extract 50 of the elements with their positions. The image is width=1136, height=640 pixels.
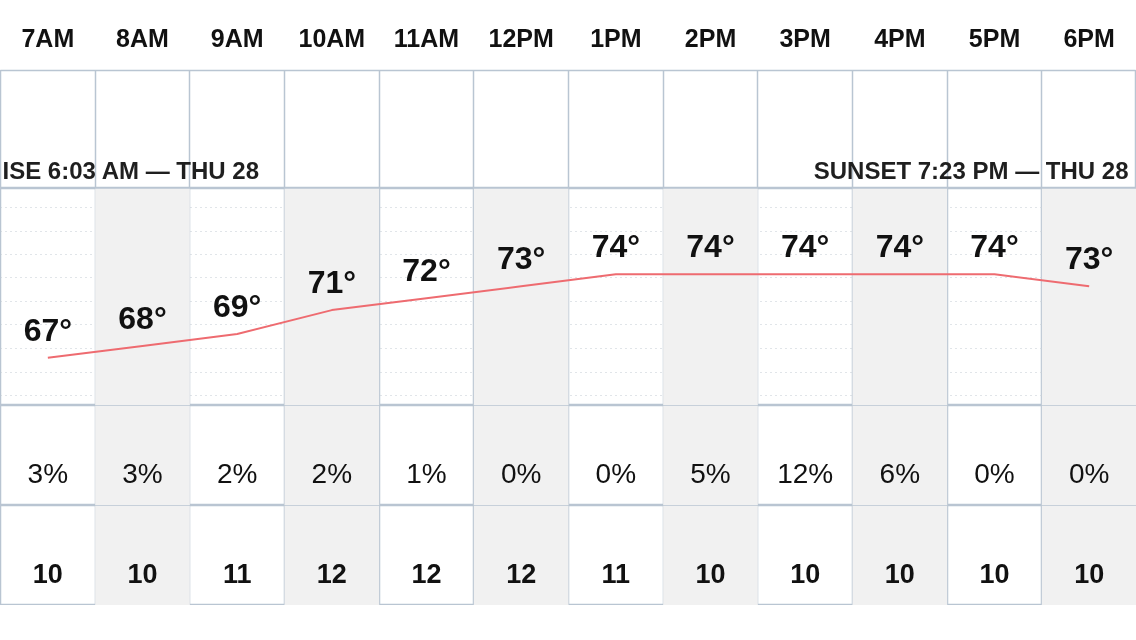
x-tick-label: 11AM <box>393 23 460 52</box>
data-label: 73° <box>496 240 546 277</box>
data-label: 0% <box>500 458 542 489</box>
x-tick-label: 8AM <box>116 23 169 52</box>
data-label: 68° <box>118 299 167 336</box>
x-tick-label: 10AM <box>298 23 366 52</box>
data-label: 12 <box>411 559 442 589</box>
x-tick-label: 6PM <box>1063 23 1115 52</box>
x-tick-label: 7AM <box>21 23 75 52</box>
data-label: 3% <box>27 458 69 489</box>
data-label: 6% <box>879 458 921 489</box>
data-label: 0% <box>595 458 637 489</box>
text: SUNSET 7:23 PM — THU 28 <box>813 157 1129 184</box>
data-label: 12 <box>506 559 537 589</box>
data-label: 74° <box>875 228 925 265</box>
data-label: 12 <box>316 559 347 589</box>
data-label: 69° <box>212 287 262 324</box>
data-label: 12% <box>777 458 834 489</box>
data-label: 71° <box>307 264 357 301</box>
data-label: 10 <box>1074 559 1105 589</box>
data-label: 67° <box>23 311 73 348</box>
data-label: 2% <box>311 458 353 489</box>
x-tick-label: 2PM <box>684 23 737 52</box>
data-label: 10 <box>979 559 1010 589</box>
data-label: 10 <box>790 559 821 589</box>
text: ISE 6:03 AM — THU 28 <box>2 157 260 184</box>
data-label: 3% <box>122 458 163 489</box>
x-tick-label: 5PM <box>968 23 1021 52</box>
data-label: 10 <box>695 559 726 589</box>
data-label: 11 <box>601 559 631 589</box>
data-label: 11 <box>222 559 252 589</box>
data-label: 72° <box>402 252 451 289</box>
data-label: 10 <box>884 559 915 589</box>
x-tick-label: 3PM <box>779 23 831 52</box>
data-label: 10 <box>127 559 158 589</box>
data-label: 0% <box>974 458 1015 489</box>
x-tick-label: 1PM <box>590 23 642 52</box>
data-label: 74° <box>970 228 1019 265</box>
x-tick-label: 9AM <box>210 23 264 52</box>
data-label: 74° <box>591 228 641 265</box>
data-label: 1% <box>406 458 447 489</box>
x-tick-label: 12PM <box>488 23 554 52</box>
data-label: 74° <box>780 228 830 265</box>
data-label: 0% <box>1068 458 1110 489</box>
data-label: 2% <box>216 458 258 489</box>
data-label: 5% <box>690 458 731 489</box>
x-tick-label: 4PM <box>874 23 926 52</box>
data-label: 73° <box>1064 240 1114 277</box>
data-label: 74° <box>686 228 735 265</box>
data-label: 10 <box>32 559 63 589</box>
